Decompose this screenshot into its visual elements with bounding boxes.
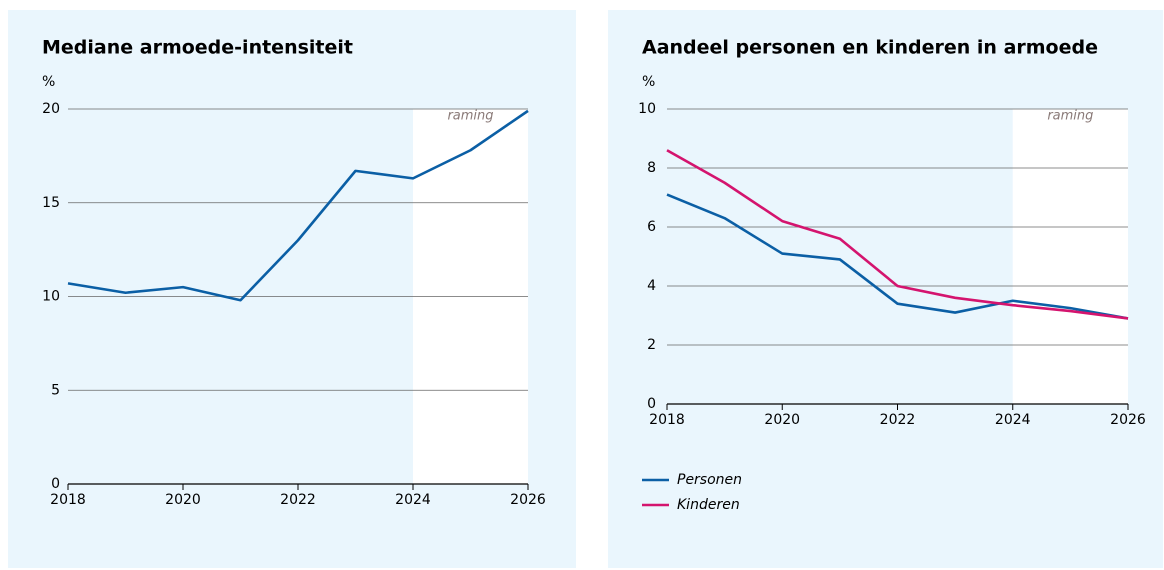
y-tick-label: 20: [42, 101, 60, 117]
y-tick-label: 10: [638, 101, 656, 117]
legend-label: Kinderen: [677, 497, 740, 513]
annotation: raming: [447, 109, 493, 124]
chart-title: Aandeel personen en kinderen in armoede: [642, 37, 1098, 59]
y-tick-label: 2: [647, 337, 656, 353]
x-tick-label: 2022: [280, 492, 316, 508]
annotation: raming: [1047, 109, 1093, 124]
y-axis-label: %: [642, 74, 655, 90]
x-tick-label: 2018: [50, 492, 86, 508]
legend-label: Personen: [677, 472, 742, 488]
y-tick-label: 8: [647, 160, 656, 176]
x-tick-label: 2018: [649, 412, 685, 428]
chart-title: Mediane armoede-intensiteit: [42, 37, 353, 59]
x-tick-label: 2026: [510, 492, 546, 508]
x-tick-label: 2024: [395, 492, 431, 508]
line: [67, 109, 529, 302]
y-tick-label: 6: [647, 219, 656, 235]
forecast-region: [1012, 109, 1128, 404]
y-tick-label: 5: [51, 382, 60, 398]
y-tick-label: 10: [42, 289, 60, 305]
line: [666, 149, 1129, 320]
x-tick-label: 2020: [764, 412, 800, 428]
x-tick-label: 2020: [165, 492, 201, 508]
line: [666, 193, 1129, 320]
x-tick-label: 2024: [995, 412, 1031, 428]
y-axis-label: %: [42, 74, 55, 90]
y-tick-label: 15: [42, 195, 60, 211]
y-tick-label: 0: [51, 476, 60, 492]
y-tick-label: 0: [647, 396, 656, 412]
x-tick-label: 2026: [1110, 412, 1146, 428]
x-tick-label: 2022: [880, 412, 916, 428]
y-tick-label: 4: [647, 278, 656, 294]
